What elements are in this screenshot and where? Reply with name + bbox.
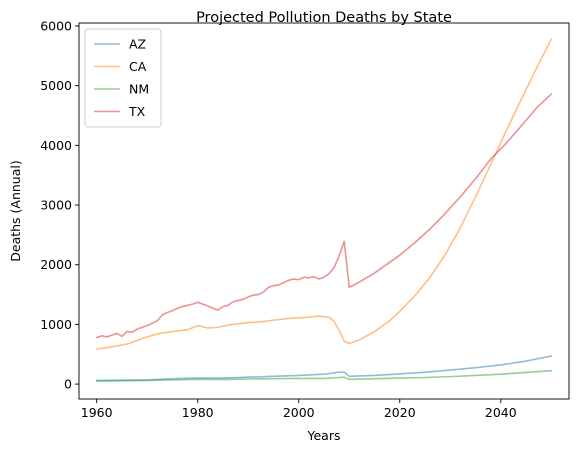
legend-label-az: AZ [129,37,146,52]
axes-frame [78,22,570,400]
series-line-ca [95,38,553,350]
x-tick-label: 1960 [81,405,113,420]
y-tick-label: 0 [64,377,72,392]
y-tick-label: 1000 [40,317,72,332]
legend-label-ca: CA [129,59,147,74]
series-layer [95,38,553,382]
legend-box [84,28,162,128]
series-line-nm [95,369,553,382]
y-tick-label: 5000 [40,78,72,93]
x-tick-label: 2040 [485,405,517,420]
series-line-az [95,355,553,382]
y-tick-label: 4000 [40,138,72,153]
legend-label-tx: TX [128,104,146,119]
legend: AZ CA NM TX [84,28,162,128]
x-tick-label: 1980 [182,405,214,420]
y-tick-label: 3000 [40,198,72,213]
x-tick-label: 2000 [283,405,315,420]
legend-label-nm: NM [129,82,149,97]
y-tick-label: 2000 [40,257,72,272]
x-tick-label: 2020 [384,405,416,420]
x-axis-label: Years [307,428,341,443]
axes-layer: 1960 1980 2000 2020 2040 0 1000 2000 3000 4000 500… [40,18,570,420]
y-tick-label: 6000 [40,18,72,33]
y-axis-label: Deaths (Annual) [8,160,23,262]
series-line-tx [95,93,553,339]
chart-title: Projected Pollution Deaths by State [196,10,452,26]
